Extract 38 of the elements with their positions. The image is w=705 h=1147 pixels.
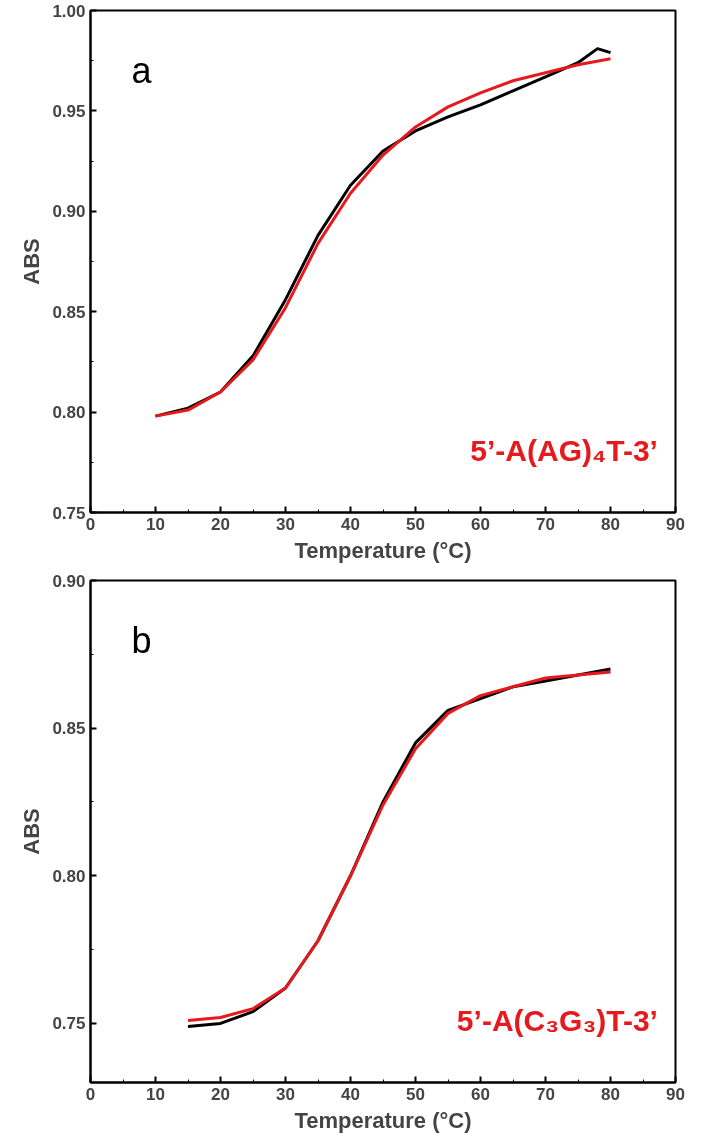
y-tick-label: 0.85 — [52, 719, 86, 739]
x-tick-label: 20 — [211, 1084, 230, 1104]
x-tick-label: 40 — [341, 1084, 360, 1104]
x-tick-label: 30 — [276, 1084, 295, 1104]
y-tick-label: 0.90 — [52, 571, 86, 591]
x-tick-label: 60 — [471, 514, 490, 534]
x-tick-label: 70 — [536, 1084, 555, 1104]
annotation: 5’-A(AG)₄T-3’ — [470, 434, 658, 468]
x-tick-label: 0 — [85, 1084, 96, 1104]
annotation: b — [131, 619, 152, 661]
y-tick-label: 0.85 — [52, 302, 86, 322]
x-tick-label: 50 — [406, 514, 425, 534]
x-tick-label: 30 — [276, 514, 295, 534]
x-tick-label: 0 — [85, 514, 96, 534]
annotation: 5’-A(C₃G₃)T-3’ — [456, 1004, 658, 1038]
x-tick-label: 80 — [601, 1084, 620, 1104]
y-tick-label: 0.90 — [52, 202, 86, 222]
y-tick-label: 0.80 — [52, 403, 86, 423]
y-tick-label: 0.80 — [52, 866, 86, 886]
x-tick-label: 10 — [146, 1084, 165, 1104]
x-tick-label: 70 — [536, 514, 555, 534]
x-axis-title: Temperature (°C) — [294, 537, 472, 563]
y-tick-label: 1.00 — [52, 1, 86, 21]
x-tick-label: 40 — [341, 514, 360, 534]
x-tick-label: 20 — [211, 514, 230, 534]
x-tick-label: 90 — [666, 514, 685, 534]
y-axis-title: ABS — [19, 808, 45, 855]
x-tick-label: 80 — [601, 514, 620, 534]
annotation: a — [131, 49, 153, 91]
y-axis-title: ABS — [19, 238, 45, 285]
y-tick-label: 0.75 — [52, 503, 86, 523]
x-tick-label: 50 — [406, 1084, 425, 1104]
y-tick-label: 0.95 — [52, 101, 86, 121]
x-axis-title: Temperature (°C) — [294, 1107, 472, 1133]
x-tick-label: 60 — [471, 1084, 490, 1104]
x-tick-label: 90 — [666, 1084, 685, 1104]
x-tick-label: 10 — [146, 514, 165, 534]
y-tick-label: 0.75 — [52, 1014, 86, 1034]
